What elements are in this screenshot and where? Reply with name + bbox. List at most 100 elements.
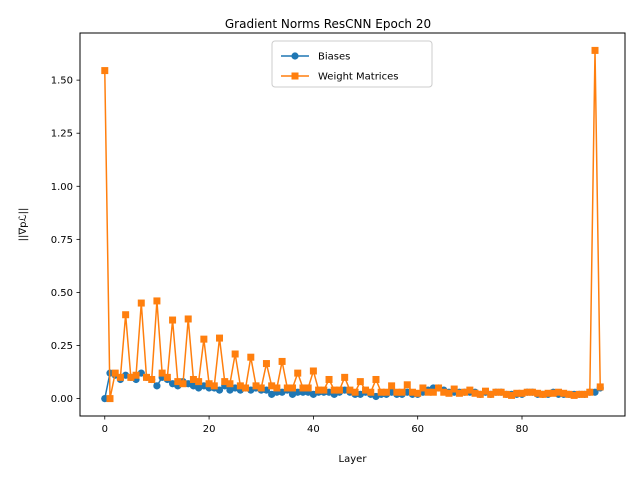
data-point [299,384,307,392]
y-tick-label: 0.00 [51,394,73,405]
data-point [221,378,229,386]
data-point [153,382,161,390]
plot-area [101,46,604,403]
data-point [508,391,516,399]
data-point [549,389,557,397]
data-point [528,388,536,396]
data-point [184,315,192,323]
data-point [309,367,317,375]
data-point [101,67,109,75]
data-point [262,360,270,368]
data-point [523,388,531,396]
y-tick-label: 1.25 [51,129,73,140]
data-point [210,382,218,390]
data-point [481,387,489,395]
data-point [591,46,599,54]
data-point [367,388,375,396]
data-point [502,390,510,398]
data-point [471,389,479,397]
legend-label: Weight Matrices [318,72,398,83]
x-tick-label: 40 [307,424,320,435]
data-point [304,384,312,392]
data-point [398,388,406,396]
data-point [231,350,239,358]
y-tick-label: 0.25 [51,341,73,352]
legend-label: Biases [318,52,350,63]
data-point [382,388,390,396]
data-point [158,369,166,377]
y-tick-label: 1.50 [51,76,73,87]
legend-entry: Biases [281,52,350,63]
data-point [492,388,500,396]
series-layer [101,46,604,403]
data-point [435,384,443,392]
x-tick-label: 80 [516,424,529,435]
x-tick-label: 20 [203,424,216,435]
data-point [408,388,416,396]
data-point [565,390,573,398]
y-tick-label: 1.00 [51,182,73,193]
data-point [560,389,568,397]
data-point [127,373,135,381]
data-point [581,390,589,398]
data-point [476,390,484,398]
legend-entry: Weight Matrices [281,72,398,83]
data-point [189,375,197,383]
legend-marker [291,52,299,60]
data-point [142,373,150,381]
data-point [513,389,521,397]
data-point [544,389,552,397]
data-point [445,389,453,397]
data-point [341,373,349,381]
y-axis-label: ||∇pℒ|| [18,208,29,242]
y-tick-label: 0.50 [51,288,73,299]
data-point [388,382,396,390]
data-point [429,388,437,396]
series-weight-matrices [101,46,604,403]
data-point [273,384,281,392]
data-point [414,389,422,397]
data-point [351,388,359,396]
data-point [586,388,594,396]
data-point [518,389,526,397]
data-point [137,299,145,307]
data-point [320,386,328,394]
legend: Biases Weight Matrices [271,40,433,88]
data-point [132,371,140,379]
data-point [111,369,119,377]
data-point [440,388,448,396]
data-point [294,369,302,377]
x-axis: 0 20 40 60 80 [102,416,529,435]
data-point [205,380,213,388]
chart-title: Gradient Norms ResCNN Epoch 20 [225,17,431,31]
data-point [403,381,411,389]
y-tick-label: 0.75 [51,235,73,246]
data-point [174,378,182,386]
data-point [236,382,244,390]
data-point [283,384,291,392]
data-point [315,386,323,394]
data-point [278,357,286,365]
data-point [487,390,495,398]
data-point [575,390,583,398]
data-point [372,375,380,383]
data-point [356,378,364,386]
data-point [195,378,203,386]
data-point [534,389,542,397]
data-point [596,383,604,391]
data-point [242,384,250,392]
data-point [257,384,265,392]
data-point [116,373,124,381]
data-point [539,390,547,398]
y-axis: 0.00 0.25 0.50 0.75 1.00 1.25 1.50 [51,76,80,405]
data-point [424,388,432,396]
legend-marker [291,72,299,80]
axes-frame [79,32,626,417]
x-axis-label: Layer [339,454,368,465]
data-point [247,353,255,361]
data-point [179,380,187,388]
data-point [570,391,578,399]
data-point [377,388,385,396]
data-point [466,386,474,394]
data-point [226,380,234,388]
